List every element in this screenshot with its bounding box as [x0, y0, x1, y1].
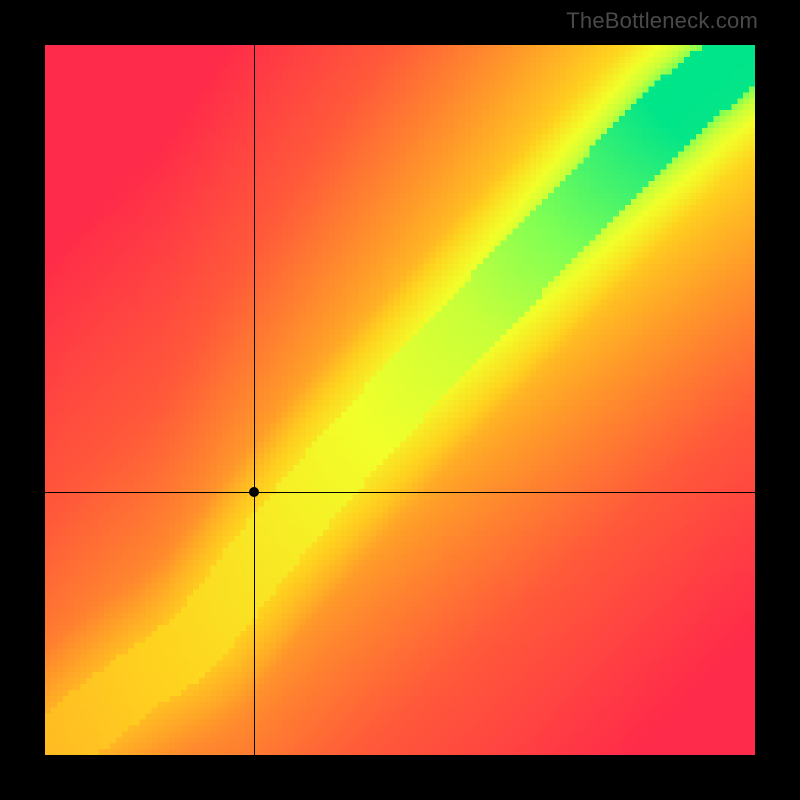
plot-area [45, 45, 755, 755]
watermark-text: TheBottleneck.com [566, 8, 758, 34]
heatmap-canvas [45, 45, 755, 755]
chart-frame: TheBottleneck.com [0, 0, 800, 800]
data-point-marker [249, 487, 259, 497]
crosshair-vertical [254, 45, 255, 755]
crosshair-horizontal [45, 492, 755, 493]
